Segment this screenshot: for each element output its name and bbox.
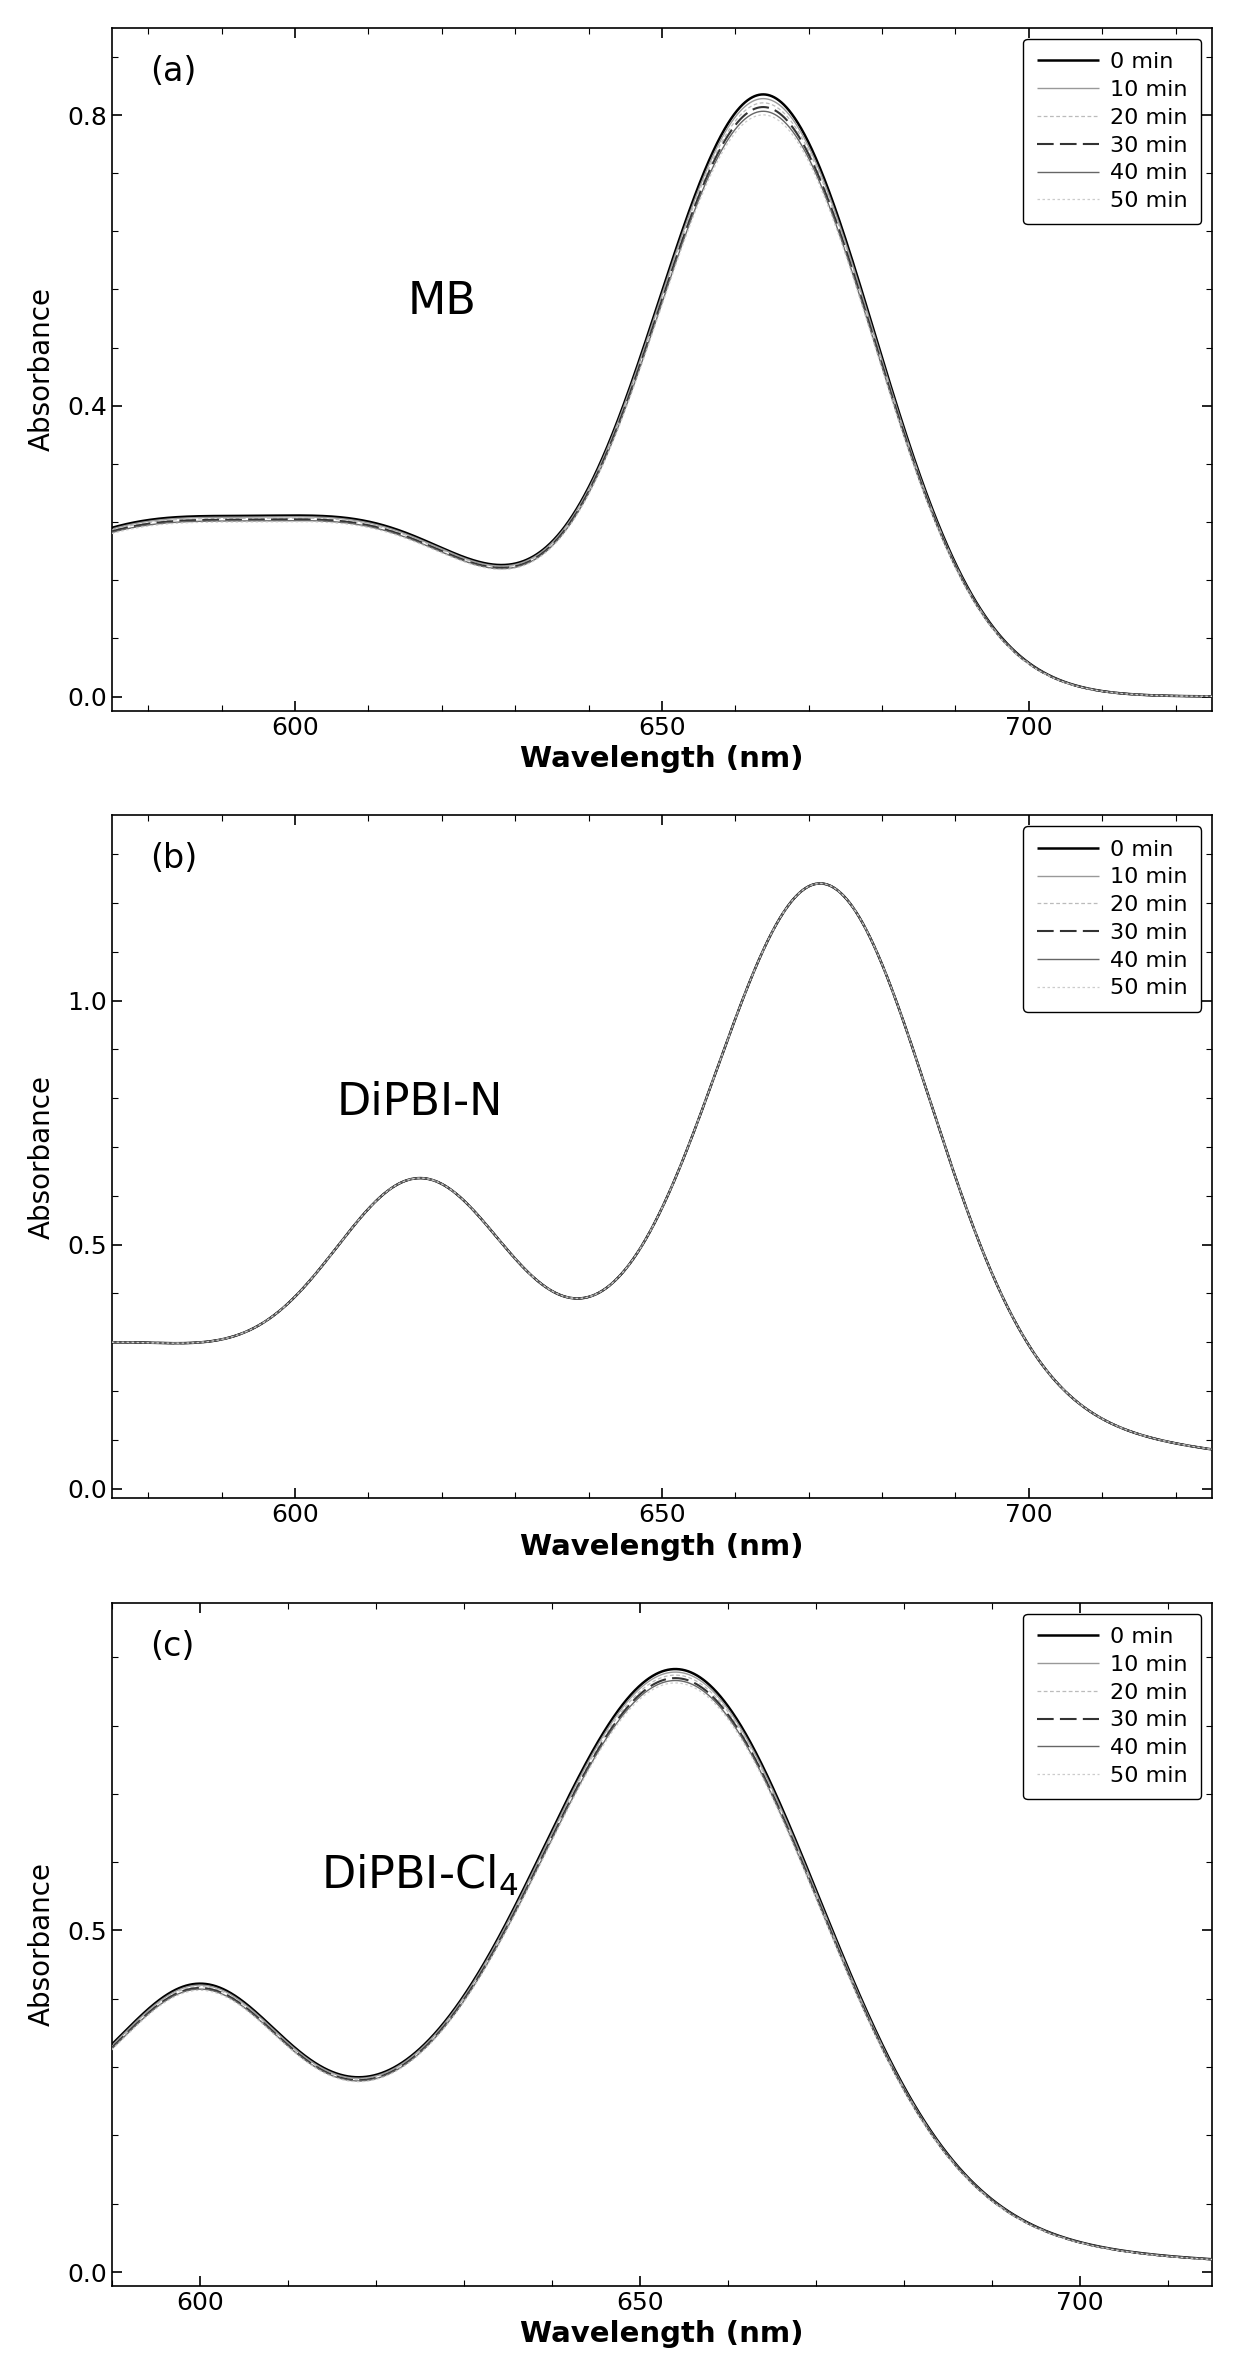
Text: DiPBI-Cl$_4$: DiPBI-Cl$_4$ [321,1853,518,1898]
Text: (c): (c) [150,1630,195,1663]
Y-axis label: Absorbance: Absorbance [29,1863,56,2027]
X-axis label: Wavelength (nm): Wavelength (nm) [520,2321,804,2347]
Y-axis label: Absorbance: Absorbance [29,1074,56,1238]
Legend: 0 min, 10 min, 20 min, 30 min, 40 min, 50 min: 0 min, 10 min, 20 min, 30 min, 40 min, 5… [1023,1613,1202,1799]
Legend: 0 min, 10 min, 20 min, 30 min, 40 min, 50 min: 0 min, 10 min, 20 min, 30 min, 40 min, 5… [1023,38,1202,223]
X-axis label: Wavelength (nm): Wavelength (nm) [520,746,804,775]
Text: (b): (b) [150,843,197,874]
Text: (a): (a) [150,55,196,88]
X-axis label: Wavelength (nm): Wavelength (nm) [520,1533,804,1561]
Text: MB: MB [408,280,476,323]
Y-axis label: Absorbance: Absorbance [27,287,56,451]
Text: DiPBI-N: DiPBI-N [336,1081,503,1124]
Legend: 0 min, 10 min, 20 min, 30 min, 40 min, 50 min: 0 min, 10 min, 20 min, 30 min, 40 min, 5… [1023,827,1202,1012]
